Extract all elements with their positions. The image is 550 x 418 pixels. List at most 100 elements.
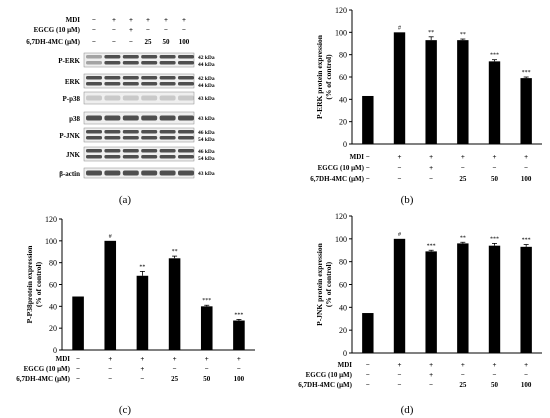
treatment-label: 6,7DH-4MC (μM) [310,175,364,183]
blot-band [86,61,102,65]
blot-band [104,61,121,65]
blot-treatment-value: − [92,26,96,34]
y-tick-label: 120 [335,212,347,221]
y-tick-label: 80 [339,51,347,60]
blot-protein-label: JNK [66,151,81,159]
blot-band [86,82,102,86]
treatment-value: 25 [171,375,179,383]
blot-band [141,61,158,65]
treatment-value: + [140,365,144,373]
bar [425,40,437,144]
treatment-value: − [366,381,370,389]
blot-band [141,76,158,80]
y-tick-label: 40 [339,303,347,312]
chart-d: 0 20 40 60 80 100 120 P-JNK protein expression(… [298,212,542,389]
blot-kda-label: 54 kDa [198,137,215,143]
y-tick-label: 60 [49,281,57,290]
significance-label: # [109,234,112,240]
treatment-value: + [461,361,465,369]
y-tick-label: 20 [49,324,57,333]
significance-label: *** [427,243,436,249]
treatment-value: − [429,381,433,389]
bar [488,61,501,144]
significance-label: *** [490,236,499,242]
treatment-value: + [524,153,528,161]
blot-treatment-value: + [182,16,186,24]
blot-treatment-label: EGCG (10 μM) [34,26,81,34]
treatment-value: + [398,153,402,161]
blot-band [122,136,139,140]
treatment-value: + [493,361,497,369]
blot-band [104,82,121,86]
significance-label: *** [522,70,531,76]
blot-band [86,170,102,176]
blot-treatment-value: + [129,26,133,34]
treatment-value: − [398,164,402,172]
blot-band [141,170,158,176]
blot-band [178,115,194,121]
blot-band [86,95,102,101]
treatment-value: + [205,355,209,363]
y-tick-label: 40 [49,302,57,311]
bar [362,313,374,353]
y-tick-label: 120 [45,215,57,224]
treatment-value: + [108,355,112,363]
blot-band [159,130,176,134]
treatment-label: EGCG (10 μM) [24,365,71,373]
significance-label: ** [460,235,466,241]
y-tick-label: 20 [339,118,347,127]
blot-band [159,136,176,140]
bar [520,78,532,144]
blot-band [178,82,194,86]
bar [425,251,437,353]
blot-band [141,82,158,86]
significance-label: *** [234,312,243,318]
blot-treatment-value: − [112,26,116,34]
significance-label: ** [172,249,178,255]
significance-label: *** [202,298,211,304]
blot-band [178,61,194,65]
bar [520,246,532,353]
treatment-value: 25 [459,381,467,389]
blot-kda-label: 46 kDa [198,130,215,136]
treatment-value: + [173,355,177,363]
blot-band [86,76,102,80]
blot-band [104,155,121,159]
treatment-value: + [493,153,497,161]
blot-band [159,115,176,121]
blot-band [122,82,139,86]
y-axis-label: P-P38protein expression [25,245,34,324]
y-tick-label: 40 [339,95,347,104]
significance-label: ** [428,30,434,36]
significance-label: ** [139,264,145,270]
treatment-value: − [398,381,402,389]
blot-band [141,55,158,59]
bar [362,95,374,144]
blot-band [178,76,194,80]
treatment-value: − [108,375,112,383]
treatment-value: − [173,365,177,373]
significance-label: *** [490,53,499,59]
panel-label-b: (b) [401,194,414,206]
treatment-value: + [429,361,433,369]
treatment-label: 6,7DH-4MC (μM) [16,375,70,383]
blot-band [178,95,194,101]
y-tick-label: 0 [343,349,347,358]
treatment-label: EGCG (10 μM) [306,371,353,379]
treatment-value: 50 [491,175,499,183]
treatment-value: − [398,175,402,183]
blot-treatment-value: − [129,38,133,46]
treatment-value: + [524,361,528,369]
bar [72,296,84,350]
blot-kda-label: 46 kDa [198,149,215,155]
treatment-value: + [429,371,433,379]
y-axis-label: (% of control) [324,54,333,100]
treatment-value: − [366,361,370,369]
significance-label: # [398,25,401,31]
treatment-value: − [398,371,402,379]
treatment-label: 6,7DH-4MC (μM) [298,381,352,389]
bar [104,240,117,350]
treatment-value: − [76,355,80,363]
blot-kda-label: 42 kDa [198,76,215,82]
blot-band [141,115,158,121]
